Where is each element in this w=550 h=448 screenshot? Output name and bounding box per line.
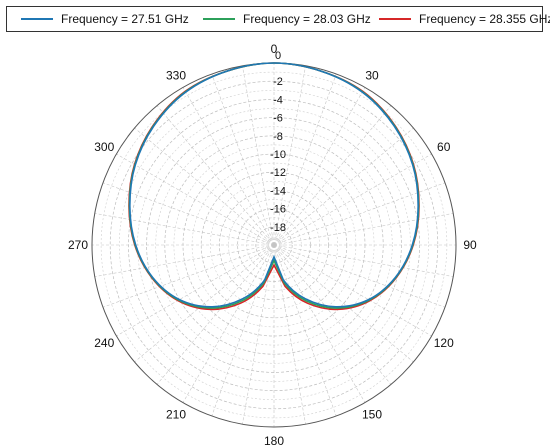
- radial-tick-label: -12: [270, 167, 286, 179]
- grid-spoke: [94, 244, 275, 277]
- grid-spoke: [273, 213, 454, 246]
- grid-spoke: [273, 244, 337, 417]
- grid-circle-minor: [264, 235, 284, 255]
- legend-swatch-27-51: [21, 18, 53, 20]
- grid-circle-minor: [210, 181, 339, 310]
- legend-label-27-51: Frequency = 27.51 GHz: [61, 12, 189, 26]
- grid-circle: [109, 80, 439, 410]
- grid-spoke: [273, 127, 414, 246]
- radial-tick-label: -6: [273, 113, 283, 125]
- grid-spoke: [273, 87, 366, 246]
- angular-tick-label: 150: [362, 408, 382, 422]
- angular-tick-label: 30: [365, 68, 379, 82]
- grid-spoke: [273, 244, 392, 385]
- radial-tick-label: -4: [273, 94, 283, 106]
- grid-spoke: [211, 73, 275, 246]
- grid-spoke: [273, 65, 306, 246]
- angular-tick-label: 60: [437, 140, 451, 154]
- grid-spoke: [156, 244, 275, 385]
- grid-circle: [164, 135, 384, 355]
- angular-tick-label: 120: [434, 336, 454, 350]
- radial-tick-label: -8: [273, 131, 283, 143]
- grid-spoke: [273, 244, 366, 403]
- legend-label-28-355: Frequency = 28.355 GHz: [419, 12, 550, 26]
- angular-tick-label: 330: [166, 68, 186, 82]
- grid-spoke: [156, 105, 275, 246]
- grid-spoke: [134, 244, 275, 363]
- grid-spoke: [102, 244, 275, 308]
- angular-tick-label: 0: [271, 42, 278, 56]
- grid-spoke: [273, 105, 392, 246]
- angular-tick-label: 270: [68, 238, 88, 252]
- angular-tick-label: 180: [264, 434, 284, 448]
- legend-swatch-28-03: [203, 18, 235, 20]
- grid-circle: [219, 190, 329, 300]
- series-line-0: [129, 62, 419, 308]
- legend-entry-28-355: Frequency = 28.355 GHz: [379, 7, 550, 31]
- grid-spoke: [94, 213, 275, 246]
- legend: Frequency = 27.51 GHz Frequency = 28.03 …: [6, 6, 550, 32]
- grid-spoke: [102, 182, 275, 246]
- angular-tick-label: 300: [94, 140, 114, 154]
- grid-spoke: [242, 65, 275, 246]
- grid-spoke: [273, 244, 414, 363]
- angular-tick-label: 240: [94, 336, 114, 350]
- grid-circle-minor: [119, 90, 429, 400]
- radial-tick-label: -2: [273, 76, 283, 88]
- grid-spoke: [116, 244, 275, 337]
- grid-spoke: [273, 182, 446, 246]
- angular-tick-label: 90: [463, 238, 477, 252]
- legend-swatch-28-355: [379, 18, 411, 20]
- radial-tick-label: -14: [270, 185, 286, 197]
- grid-spoke: [273, 244, 454, 277]
- radial-tick-label: 0: [275, 50, 281, 62]
- grid-circle: [255, 226, 293, 264]
- radial-tick-label: -10: [270, 149, 286, 161]
- grid-spoke: [273, 244, 432, 337]
- radial-tick-label: -16: [270, 204, 286, 216]
- legend-entry-27-51: Frequency = 27.51 GHz: [21, 7, 189, 31]
- grid-spoke: [182, 244, 275, 403]
- grid-spoke: [116, 153, 275, 246]
- legend-label-28-03: Frequency = 28.03 GHz: [243, 12, 371, 26]
- angular-tick-label: 210: [166, 408, 186, 422]
- legend-entry-28-03: Frequency = 28.03 GHz: [203, 7, 371, 31]
- grid-spoke: [273, 73, 337, 246]
- radial-tick-label: -18: [270, 222, 286, 234]
- grid-spoke: [134, 127, 275, 246]
- grid-spoke: [182, 87, 275, 246]
- polar-plot: 0 30 60 90 120 150 180 210 240 270 300 330 0 -2 -4 -6 -8…: [68, 42, 477, 448]
- grid-spoke: [211, 244, 275, 417]
- grid-spoke: [273, 244, 446, 308]
- grid-spoke: [273, 153, 432, 246]
- grid-circle-minor: [155, 126, 393, 364]
